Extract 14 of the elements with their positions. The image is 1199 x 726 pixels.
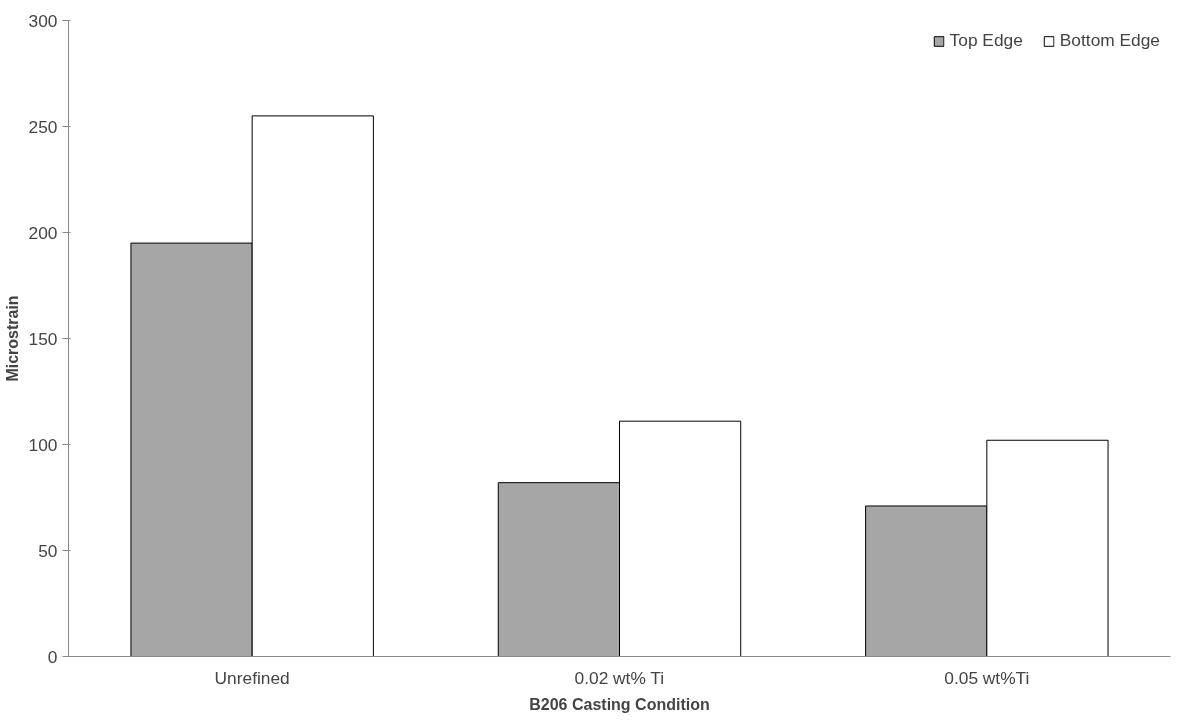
- y-tick-label: 150: [28, 328, 58, 349]
- x-tick-label: 0.02 wt% Ti: [574, 667, 665, 688]
- y-tick-label: 300: [28, 10, 58, 31]
- y-tick-label: 0: [47, 646, 58, 667]
- y-tick-label: 250: [28, 116, 58, 137]
- legend-label: Top Edge: [949, 30, 1023, 51]
- x-axis-title: B206 Casting Condition: [529, 695, 710, 713]
- x-tick-label: 0.05 wt%Ti: [944, 667, 1030, 688]
- y-tick-label: 100: [28, 434, 58, 455]
- y-tick-label: 200: [28, 222, 58, 243]
- y-tick-label: 50: [38, 540, 58, 561]
- legend-label: Bottom Edge: [1059, 30, 1160, 51]
- y-axis-title: Microstrain: [3, 295, 21, 382]
- x-tick-label: Unrefined: [214, 667, 290, 688]
